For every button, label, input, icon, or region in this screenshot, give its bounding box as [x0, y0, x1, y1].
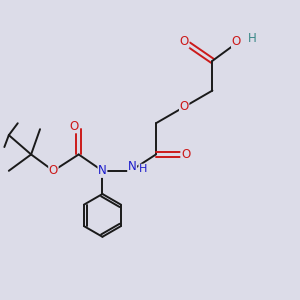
- Text: N: N: [128, 160, 136, 173]
- Text: H: H: [139, 164, 147, 174]
- Text: O: O: [180, 35, 189, 48]
- Text: O: O: [232, 35, 241, 48]
- Text: N: N: [98, 164, 107, 177]
- Text: O: O: [70, 120, 79, 133]
- Text: H: H: [248, 32, 257, 45]
- Text: O: O: [181, 148, 190, 161]
- Text: O: O: [180, 100, 189, 113]
- Text: O: O: [49, 164, 58, 177]
